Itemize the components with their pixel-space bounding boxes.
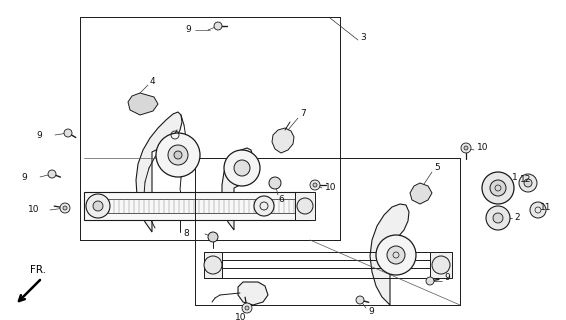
Text: 11: 11 <box>540 204 551 212</box>
Circle shape <box>486 206 510 230</box>
Circle shape <box>519 174 537 192</box>
Circle shape <box>310 180 320 190</box>
Circle shape <box>356 296 364 304</box>
Circle shape <box>297 198 313 214</box>
Text: 5: 5 <box>434 164 440 172</box>
Polygon shape <box>238 282 268 305</box>
Circle shape <box>48 170 56 178</box>
Polygon shape <box>370 204 409 305</box>
Circle shape <box>432 256 450 274</box>
Text: 9: 9 <box>185 26 191 35</box>
Polygon shape <box>204 252 222 278</box>
Text: 12: 12 <box>520 175 531 185</box>
Circle shape <box>60 203 70 213</box>
Text: 10: 10 <box>28 205 40 214</box>
Circle shape <box>490 180 506 196</box>
Circle shape <box>156 133 200 177</box>
Circle shape <box>174 151 182 159</box>
Circle shape <box>64 129 72 137</box>
Polygon shape <box>295 192 315 220</box>
Text: 10: 10 <box>325 183 337 193</box>
Text: FR.: FR. <box>30 265 46 275</box>
Circle shape <box>93 201 103 211</box>
Text: 4: 4 <box>150 77 156 86</box>
Circle shape <box>524 179 532 187</box>
Circle shape <box>426 277 434 285</box>
Text: 10: 10 <box>477 143 488 153</box>
Text: 2: 2 <box>514 213 520 222</box>
Circle shape <box>493 213 503 223</box>
Circle shape <box>204 256 222 274</box>
Polygon shape <box>410 183 432 204</box>
Circle shape <box>234 160 250 176</box>
Circle shape <box>214 22 222 30</box>
Circle shape <box>86 194 110 218</box>
Polygon shape <box>430 252 452 278</box>
Text: 9: 9 <box>444 274 450 283</box>
Circle shape <box>482 172 514 204</box>
Circle shape <box>530 202 546 218</box>
Text: 3: 3 <box>360 33 366 42</box>
Circle shape <box>224 150 260 186</box>
Polygon shape <box>136 112 182 232</box>
Text: 8: 8 <box>183 229 188 238</box>
Circle shape <box>269 177 281 189</box>
Circle shape <box>376 235 416 275</box>
Polygon shape <box>272 128 294 153</box>
Circle shape <box>464 146 468 150</box>
Text: 1: 1 <box>512 173 518 182</box>
Circle shape <box>208 232 218 242</box>
Circle shape <box>63 206 67 210</box>
Text: 10: 10 <box>235 314 247 320</box>
Text: 9: 9 <box>36 131 42 140</box>
Circle shape <box>461 143 471 153</box>
Text: 7: 7 <box>300 108 306 117</box>
Polygon shape <box>84 192 310 220</box>
Circle shape <box>245 306 249 310</box>
Circle shape <box>313 183 317 187</box>
Circle shape <box>242 303 252 313</box>
Text: 9: 9 <box>21 172 27 181</box>
Polygon shape <box>222 148 253 230</box>
Circle shape <box>168 145 188 165</box>
Text: 6: 6 <box>278 196 284 204</box>
Circle shape <box>387 246 405 264</box>
Text: 9: 9 <box>368 307 374 316</box>
Circle shape <box>254 196 274 216</box>
Polygon shape <box>128 93 158 115</box>
